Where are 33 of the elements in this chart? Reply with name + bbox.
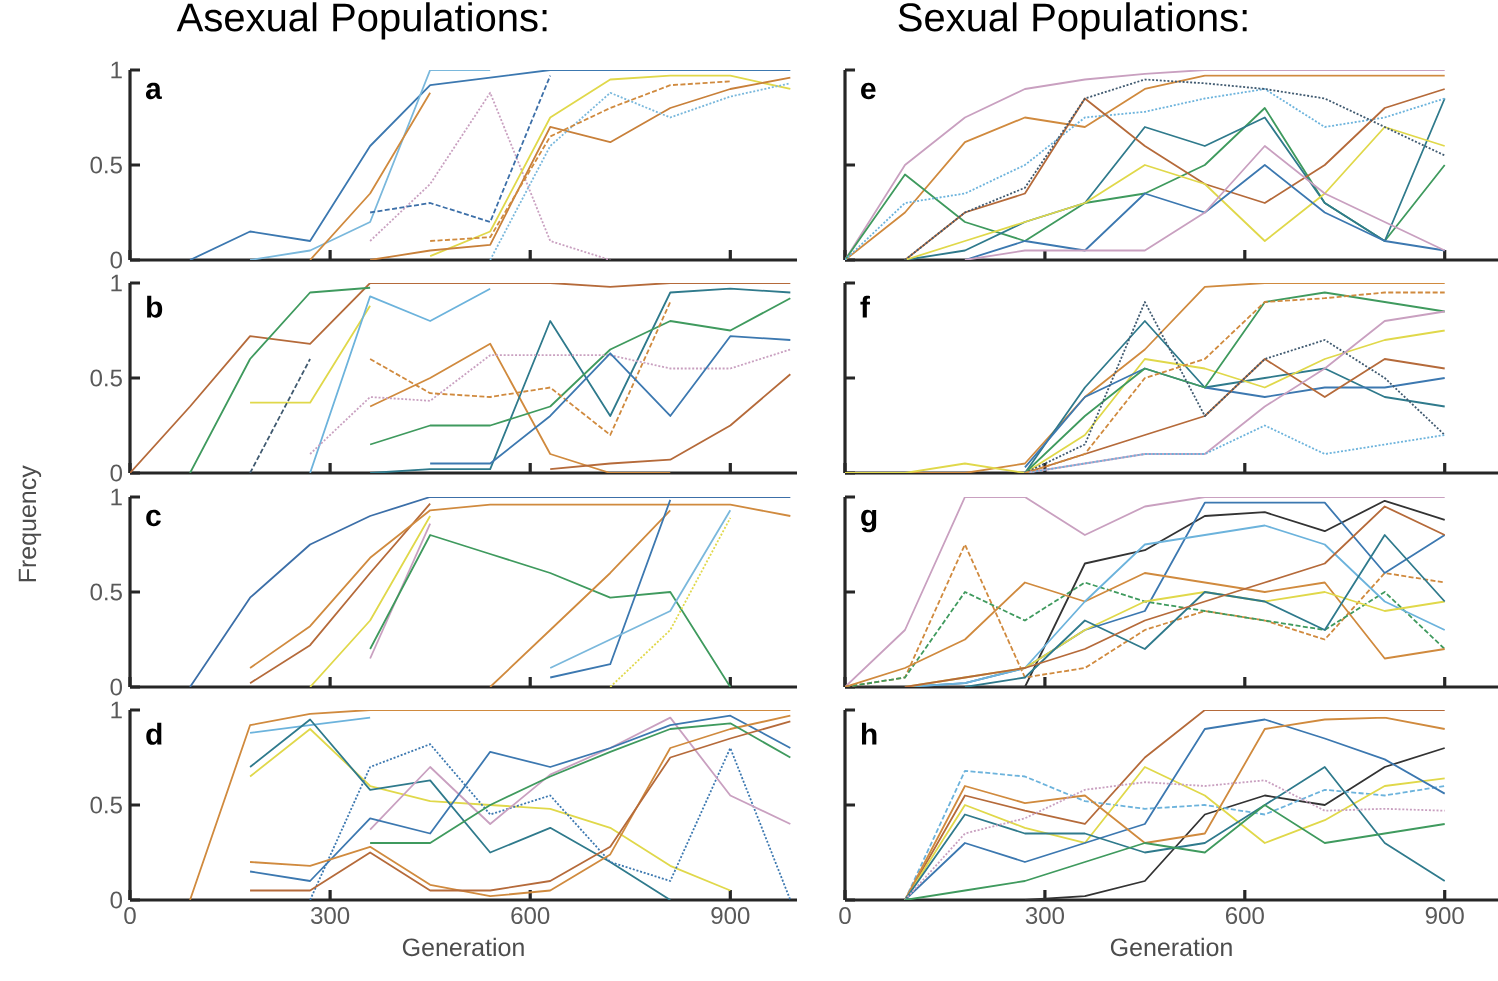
x-tick-label: 300 — [1025, 907, 1064, 925]
x-tick-label: 600 — [1226, 907, 1264, 925]
annotation: d — [146, 722, 162, 745]
y-tick-label: 1 — [111, 701, 122, 719]
annotation: e — [861, 82, 876, 100]
x-tick-label: 600 — [511, 907, 550, 925]
y-tick-label: 0.5 — [90, 583, 122, 601]
x-tick-label: 900 — [1425, 907, 1464, 925]
x-axis-title: Generation — [402, 937, 524, 957]
annotation: h — [862, 722, 877, 745]
x-tick-label: 0 — [839, 907, 851, 925]
annotation: f — [860, 295, 870, 318]
x-tick-label: 300 — [311, 907, 350, 925]
x-tick-label: 900 — [711, 907, 750, 925]
y-tick-label: 0.5 — [90, 369, 122, 387]
chart-title: Asexual Populations: — [176, 2, 547, 40]
chart-title: Sexual Populations: — [898, 2, 1247, 40]
y-tick-label: 0 — [110, 678, 123, 696]
y-tick-label: 1 — [111, 61, 122, 79]
y-tick-label: 1 — [111, 488, 122, 506]
y-tick-label: 0.5 — [90, 156, 122, 174]
y-axis-title: Frequency — [18, 465, 42, 582]
x-tick-label: 0 — [124, 907, 136, 925]
annotation: b — [147, 295, 163, 318]
y-tick-label: 1 — [111, 274, 122, 292]
annotation: c — [146, 509, 161, 527]
y-tick-label: 0 — [110, 464, 123, 482]
annotation: a — [145, 82, 162, 100]
annotation: g — [861, 509, 877, 533]
y-tick-label: 0 — [110, 251, 123, 269]
y-tick-label: 0 — [110, 891, 123, 909]
x-axis-title: Generation — [1110, 937, 1232, 957]
y-tick-label: 0.5 — [90, 796, 122, 814]
